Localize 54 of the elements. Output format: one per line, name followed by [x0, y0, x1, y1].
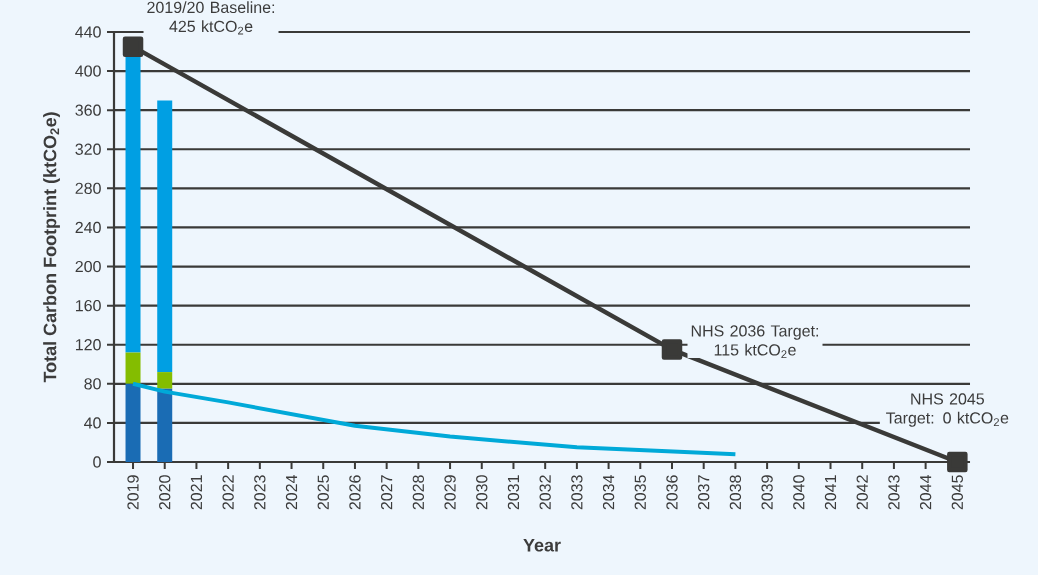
point [661, 339, 683, 360]
x-tick-label: 2019 [127, 475, 139, 510]
x-tick-label: 2036 [666, 475, 678, 510]
annotation: NHS 2036 Target: 115 ktCO$_{2}$e [691, 325, 818, 358]
x-tick-label: 2020 [159, 475, 171, 510]
x-tick-label: 2044 [919, 475, 932, 510]
bar [125, 56, 141, 353]
x-tick-label: 2039 [761, 475, 773, 510]
x-tick-label: 2040 [793, 475, 805, 510]
bar [157, 388, 173, 462]
y-tick-label: 240 [75, 221, 101, 234]
x-tick-label: 2034 [602, 475, 615, 510]
y-tick-label: 280 [75, 182, 101, 195]
x-tick-label: 2038 [729, 475, 742, 510]
y-tick-label: 360 [75, 104, 101, 116]
x-tick-label: 2023 [254, 475, 266, 510]
annotation: 2019/20 Baseline: 425 ktCO$_{2}$e [147, 1, 275, 35]
y-tick-label: 80 [84, 378, 101, 390]
point [947, 451, 968, 473]
x-tick-label: 2037 [698, 475, 710, 510]
x-tick-label: 2033 [571, 475, 583, 510]
x-tick-label: 2030 [476, 475, 488, 510]
x-tick-label: 2043 [888, 475, 900, 510]
x-tick-label: 2021 [190, 475, 203, 510]
y-tick-label: 0 [93, 456, 101, 468]
y-tick-label: 200 [75, 260, 101, 273]
line-series [131, 381, 738, 457]
x-tick-label: 2031 [507, 475, 520, 510]
bar [157, 100, 173, 373]
x-tick-label: 2032 [539, 475, 551, 510]
x-tick-label: 2042 [856, 475, 868, 510]
x-tick-label: 2028 [412, 475, 425, 510]
point [122, 36, 144, 57]
x-tick-label: 2041 [824, 475, 837, 510]
x-tick-label: 2026 [349, 475, 361, 510]
x-tick-label: 2027 [380, 475, 393, 510]
y-tick-label: 160 [76, 299, 101, 312]
x-tick-label: 2022 [222, 475, 234, 510]
bar [125, 383, 141, 462]
x-tick-label: 2025 [317, 475, 329, 510]
y-axis-title: Total Carbon Footprint (ktCO$_{2}$e) [43, 112, 60, 383]
y-tick-label: 400 [75, 65, 101, 77]
bar [157, 372, 173, 389]
x-tick-label: 2024 [285, 475, 298, 510]
x-tick-label: 2045 [951, 475, 963, 510]
y-tick-label: 40 [84, 417, 101, 429]
y-tick-label: 120 [76, 339, 101, 351]
y-tick-label: 320 [75, 143, 101, 155]
x-tick-label: 2029 [444, 475, 456, 510]
x-tick-label: 2035 [634, 475, 646, 510]
bar [125, 352, 141, 384]
annotation: NHS 2045 Target: 0 ktCO$_{2}$e [886, 393, 1009, 427]
y-tick-label: 440 [75, 26, 101, 38]
x-axis-title: Year [523, 538, 561, 552]
